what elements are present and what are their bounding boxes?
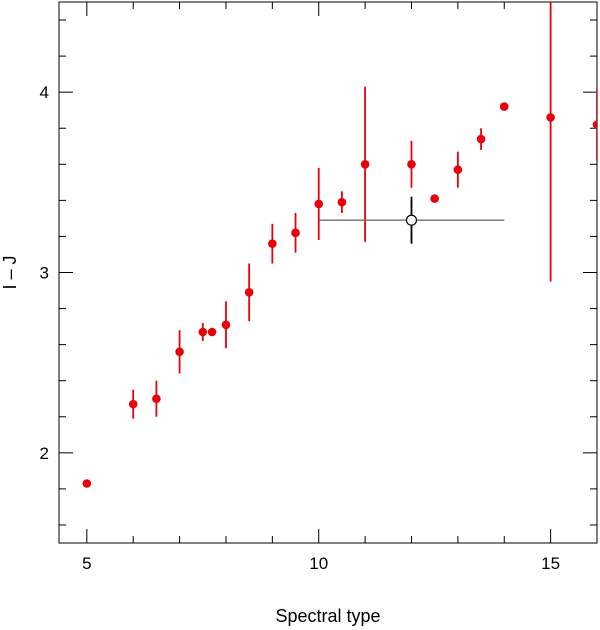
plot-frame — [58, 1, 598, 544]
data-point — [152, 394, 161, 404]
x-tick-label: 10 — [309, 554, 328, 573]
data-point — [546, 113, 555, 122]
x-tick-labels: 5 10 15 — [82, 554, 560, 573]
data-point — [244, 288, 254, 297]
axis-ticks — [59, 2, 598, 543]
data-point — [499, 102, 509, 111]
data-point — [407, 160, 416, 169]
data-point — [175, 347, 184, 357]
data-point — [198, 327, 208, 337]
data-point — [268, 239, 277, 248]
y-tick-label: 3 — [40, 264, 49, 283]
data-series — [82, 2, 597, 488]
data-point — [221, 320, 231, 330]
data-point — [592, 120, 597, 129]
data-point — [453, 165, 463, 175]
x-tick-label: 15 — [541, 554, 560, 573]
data-point — [291, 228, 300, 238]
x-tick-label: 5 — [82, 554, 91, 573]
plot-border — [58, 1, 598, 544]
data-point — [360, 160, 370, 169]
data-point — [430, 194, 439, 203]
y-axis-title: I – J — [0, 255, 20, 289]
data-point — [128, 399, 138, 409]
data-point — [476, 134, 486, 144]
data-point — [207, 327, 217, 337]
data-point — [337, 197, 347, 207]
data-point — [82, 479, 92, 488]
data-point-open — [405, 214, 418, 226]
series-group — [82, 2, 597, 488]
y-tick-labels: 2 3 4 — [40, 83, 49, 463]
y-tick-label: 4 — [40, 83, 49, 102]
x-axis-title: Spectral type — [275, 606, 380, 626]
y-tick-label: 2 — [40, 444, 49, 463]
data-point — [314, 199, 324, 209]
